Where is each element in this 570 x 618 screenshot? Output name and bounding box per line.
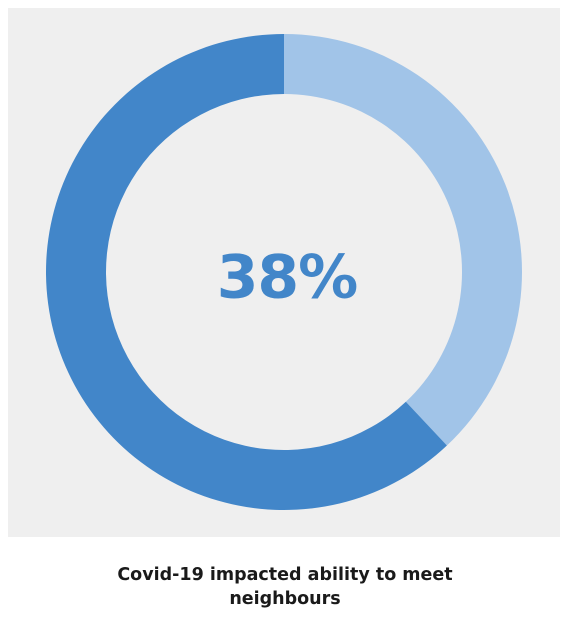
caption-line-1: Covid-19 impacted ability to meet [117,565,453,585]
donut-slice-2 [46,34,447,510]
donut-chart: 38% [46,34,523,510]
center-percentage-label: 38% [217,243,358,313]
chart-panel: 38% [8,8,560,537]
donut-slices [46,34,523,510]
donut-slice-1 [284,34,523,446]
chart-caption: Covid-19 impacted ability to meet neighb… [0,563,570,611]
caption-line-2: neighbours [229,589,341,609]
